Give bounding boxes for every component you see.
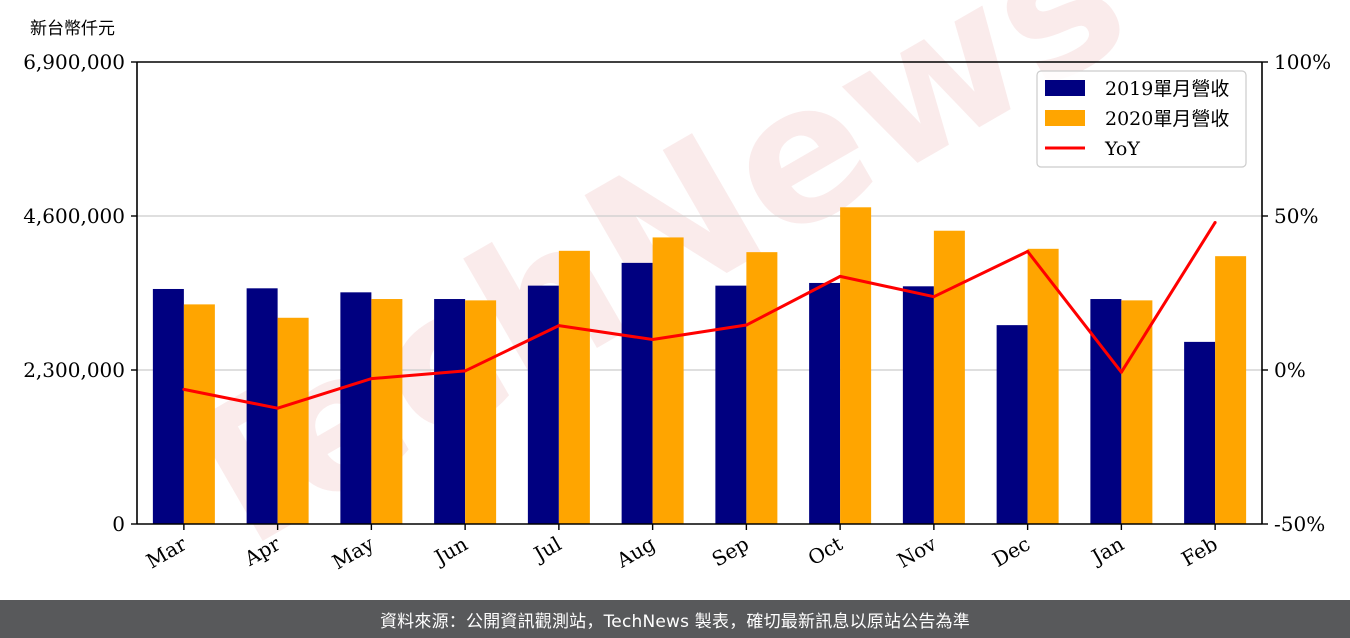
x-tick-label: Dec bbox=[988, 532, 1034, 572]
right-axis-ticks: -50% 0% 50% 100% bbox=[1262, 50, 1331, 536]
bar-2020 bbox=[1121, 300, 1153, 524]
source-footer: 資料來源：公開資訊觀測站，TechNews 製表，確切最新訊息以原站公告為準 bbox=[0, 600, 1350, 638]
legend-label: YoY bbox=[1104, 138, 1140, 160]
right-tick-label: 50% bbox=[1274, 204, 1318, 228]
bar-2019 bbox=[902, 286, 934, 524]
yoy-point bbox=[1026, 249, 1030, 253]
bar-2020 bbox=[746, 252, 778, 524]
yoy-point bbox=[838, 274, 842, 278]
bar-2020 bbox=[371, 299, 403, 524]
source-text: 資料來源：公開資訊觀測站，TechNews 製表，確切最新訊息以原站公告為準 bbox=[379, 611, 970, 632]
x-tick-label: Aug bbox=[611, 531, 659, 572]
left-tick-label: 4,600,000 bbox=[23, 204, 125, 228]
yoy-point bbox=[744, 323, 748, 327]
yoy-point bbox=[1213, 220, 1217, 224]
legend-swatch bbox=[1045, 110, 1085, 126]
left-tick-label: 2,300,000 bbox=[23, 358, 125, 382]
yoy-point bbox=[932, 295, 936, 299]
bar-2020 bbox=[1215, 256, 1247, 524]
x-tick-label: Jun bbox=[429, 531, 472, 570]
right-tick-label: 0% bbox=[1274, 358, 1306, 382]
bar-2019 bbox=[527, 285, 559, 524]
x-tick-label: Jul bbox=[528, 532, 565, 567]
x-tick-label: Sep bbox=[708, 532, 753, 572]
left-tick-label: 0 bbox=[112, 512, 125, 536]
left-axis-ticks: 0 2,300,000 4,600,000 6,900,000 bbox=[23, 50, 137, 536]
bar-2019 bbox=[1090, 299, 1122, 524]
yoy-point bbox=[276, 406, 280, 410]
grid-lines bbox=[137, 215, 1262, 371]
bar-2019 bbox=[1184, 341, 1216, 524]
bar-2020 bbox=[183, 304, 215, 524]
bar-2019 bbox=[434, 299, 466, 524]
bar-2019 bbox=[621, 262, 653, 524]
x-tick-label: Oct bbox=[804, 532, 847, 571]
x-tick-label: Feb bbox=[1177, 532, 1221, 571]
yoy-point bbox=[651, 338, 655, 342]
y-axis-label: 新台幣仟元 bbox=[30, 19, 115, 39]
legend-box bbox=[1036, 70, 1247, 168]
bar-2019 bbox=[715, 285, 747, 524]
bar-2020 bbox=[465, 300, 497, 524]
right-tick-label: -50% bbox=[1274, 512, 1325, 536]
legend-label: 2020單月營收 bbox=[1105, 108, 1229, 130]
yoy-line bbox=[183, 221, 1217, 410]
left-tick-label: 6,900,000 bbox=[23, 50, 125, 74]
bar-2019 bbox=[996, 325, 1028, 524]
legend: 2019單月營收 2020單月營收 YoY bbox=[1036, 70, 1247, 168]
bar-2019 bbox=[809, 282, 841, 524]
bar-2020 bbox=[277, 317, 309, 524]
bar-2020 bbox=[558, 250, 590, 525]
right-tick-label: 100% bbox=[1274, 50, 1331, 74]
bar-2020 bbox=[1027, 248, 1059, 524]
x-tick-label: Mar bbox=[142, 531, 191, 573]
x-tick-label: Nov bbox=[893, 531, 941, 573]
yoy-point bbox=[1119, 370, 1123, 374]
yoy-point bbox=[557, 324, 561, 328]
bar-2020 bbox=[652, 237, 684, 524]
bar-2019 bbox=[340, 292, 372, 524]
bar-2020 bbox=[840, 207, 872, 524]
axes bbox=[136, 61, 1263, 525]
bar-2020 bbox=[933, 230, 965, 524]
legend-label: 2019單月營收 bbox=[1105, 78, 1229, 100]
yoy-line-series bbox=[182, 220, 1217, 410]
bar-2019 bbox=[152, 288, 184, 524]
yoy-point bbox=[182, 387, 186, 391]
yoy-point bbox=[463, 369, 467, 373]
x-tick-label: Jan bbox=[1086, 531, 1128, 569]
legend-swatch bbox=[1045, 80, 1085, 96]
yoy-point bbox=[369, 377, 373, 381]
